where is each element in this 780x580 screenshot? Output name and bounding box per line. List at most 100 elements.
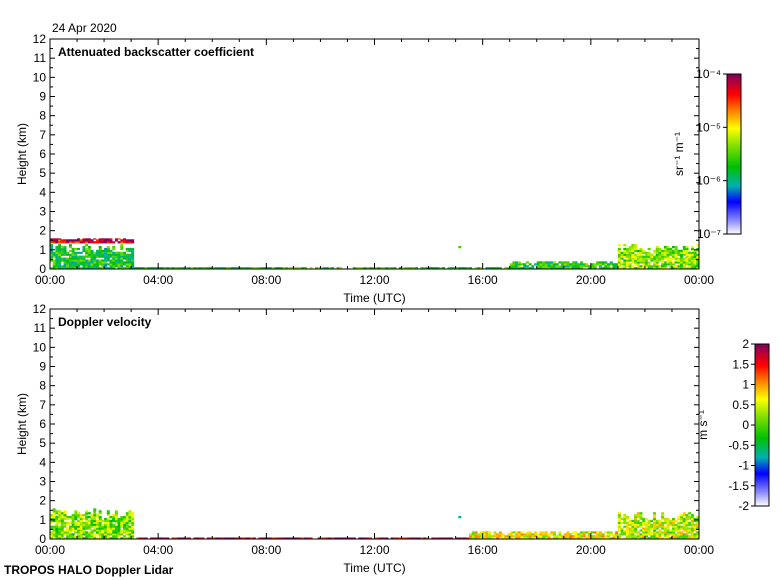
echo-cell [66,535,70,538]
echo-cell [612,267,616,270]
colorbar-tick-label: 10⁻⁷ [697,227,721,241]
echo-cell [120,259,124,262]
echo-cell [669,261,673,264]
echo-cell [58,265,62,268]
echo-cell [98,247,102,251]
echo-cell [552,267,556,270]
echo-cell [347,537,351,540]
echo-cell [95,261,99,264]
echo-cell [104,267,108,270]
echo-cell [52,533,56,536]
echo-cell [120,263,124,266]
echo-cell [655,265,659,268]
echo-cell [674,525,678,528]
echo-cell [339,537,343,540]
echo-cell [104,249,108,253]
echo-cell [82,259,86,262]
echo-cell [469,533,473,536]
echo-cell [298,267,302,270]
echo-cell [542,263,546,266]
echo-cell [95,523,99,526]
echo-cell [685,249,689,253]
echo-cell [98,537,102,540]
echo-cell [409,267,413,270]
echo-cell [131,537,135,540]
echo-cell [68,537,72,540]
echo-cell [639,259,643,262]
echo-cell [690,253,694,256]
echo-cell [228,537,232,540]
echo-cell [671,525,675,528]
echo-cell [682,265,686,268]
echo-cell [625,521,629,524]
echo-cell [636,255,640,258]
echo-cell [509,535,513,538]
echo-cell [474,535,478,538]
echo-cell [693,517,697,521]
echo-cell [512,263,516,266]
echo-cell [117,517,121,521]
echo-cell [542,265,546,268]
echo-cell [677,253,681,256]
echo-cell [85,525,89,528]
echo-cell [366,537,370,540]
echo-cell [639,514,643,517]
echo-cell [617,523,621,526]
echo-cell [671,251,675,254]
echo-cell [109,238,113,240]
echo-cell [82,533,86,536]
echo-cell [601,267,605,270]
echo-cell [93,533,97,536]
echo-cell [666,535,670,538]
echo-cell [74,529,78,532]
echo-cell [123,527,127,530]
echo-cell [174,267,178,270]
echo-cell [696,525,700,528]
echo-cell [677,259,681,262]
echo-cell [117,527,121,530]
echo-cell [104,535,108,538]
echo-cell [63,523,67,526]
echo-cell [631,253,635,256]
echo-cell [79,251,83,254]
echo-cell [114,514,118,517]
echo-cell [685,535,689,538]
echo-cell [471,537,475,540]
echo-cell [144,537,148,540]
echo-cell [93,257,97,260]
echo-cell [55,510,59,513]
echo-cell [620,257,624,260]
echo-cell [539,537,543,540]
echo-cell [666,257,670,260]
echo-cell [588,531,592,534]
echo-cell [612,263,616,266]
echo-cell [693,257,697,260]
echo-cell [661,263,665,266]
echo-cell [58,521,62,524]
echo-cell [609,263,613,266]
echo-cell [52,516,56,519]
echo-cell [112,529,116,532]
echo-cell [542,261,546,264]
echo-cell [623,251,627,254]
echo-cell [66,261,70,264]
echo-cell [206,537,210,540]
echo-cell [104,517,108,521]
echo-cell [120,267,124,270]
echo-cell [55,238,59,240]
echo-cell [566,535,570,538]
echo-cell [323,267,327,270]
echo-cell [301,537,305,540]
echo-cell [71,517,75,521]
echo-cell [631,255,635,258]
echo-cell [209,267,213,270]
echo-cell [82,238,86,240]
echo-cell [477,533,481,536]
echo-cell [663,255,667,258]
echo-cell [677,267,681,270]
echo-cell [525,537,529,540]
echo-cell [177,267,181,270]
echo-cell [77,516,81,519]
echo-cell [442,537,446,540]
echo-cell [114,257,118,260]
